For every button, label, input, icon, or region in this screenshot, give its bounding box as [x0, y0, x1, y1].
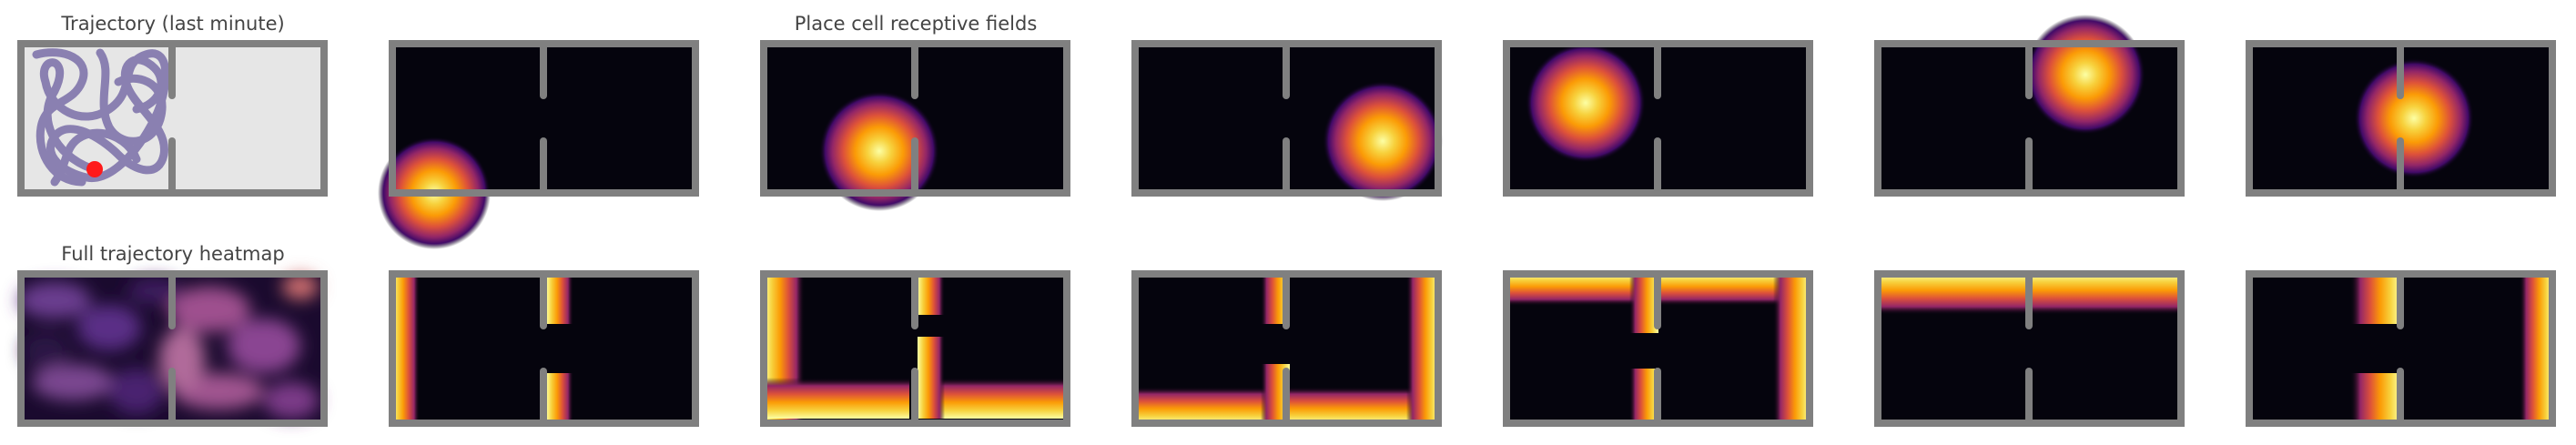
receptive-fields-title: Place cell receptive fields	[794, 13, 1038, 35]
right-room-floor	[175, 44, 324, 193]
place-field-2	[819, 91, 939, 211]
trajectory-title: Trajectory (last minute)	[61, 13, 285, 35]
place-field-3	[1323, 81, 1443, 201]
boundary-field-1	[392, 274, 573, 423]
place-field-6	[2354, 58, 2474, 178]
boundary-field-panels	[392, 274, 2552, 423]
boundary-field-6	[2350, 274, 2552, 423]
doorway-walls	[168, 40, 2404, 427]
boundary-field-4	[1506, 274, 1810, 423]
place-field-5	[2025, 15, 2145, 135]
place-field-4	[1526, 43, 1646, 163]
trajectory-path	[32, 48, 170, 187]
agent-position-dot	[86, 161, 103, 177]
boundary-field-2	[764, 274, 1067, 423]
receptive-field-panels	[378, 15, 2552, 249]
heatmap-title: Full trajectory heatmap	[61, 243, 285, 265]
